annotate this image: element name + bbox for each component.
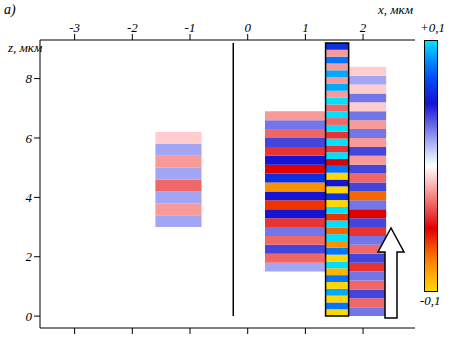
svg-text:1: 1 <box>302 20 309 35</box>
html-text:+0,1: +0,1 <box>420 20 445 35</box>
html-text:x, мкм: x, мкм <box>378 2 413 17</box>
html-text:-0,1: -0,1 <box>420 293 441 308</box>
svg-text:-3: -3 <box>69 20 80 35</box>
svg-text:2: 2 <box>360 20 367 35</box>
svg-text:0: 0 <box>244 20 251 35</box>
svg-text:-1: -1 <box>185 20 196 35</box>
svg-text:6: 6 <box>26 131 33 146</box>
svg-text:0: 0 <box>26 309 33 324</box>
html-text:z, мкм: z, мкм <box>8 40 43 55</box>
svg-text:4: 4 <box>26 190 33 205</box>
svg-text:8: 8 <box>26 71 33 86</box>
svg-text:2: 2 <box>26 249 33 264</box>
svg-text:-2: -2 <box>127 20 138 35</box>
html-text:а): а) <box>4 2 16 17</box>
